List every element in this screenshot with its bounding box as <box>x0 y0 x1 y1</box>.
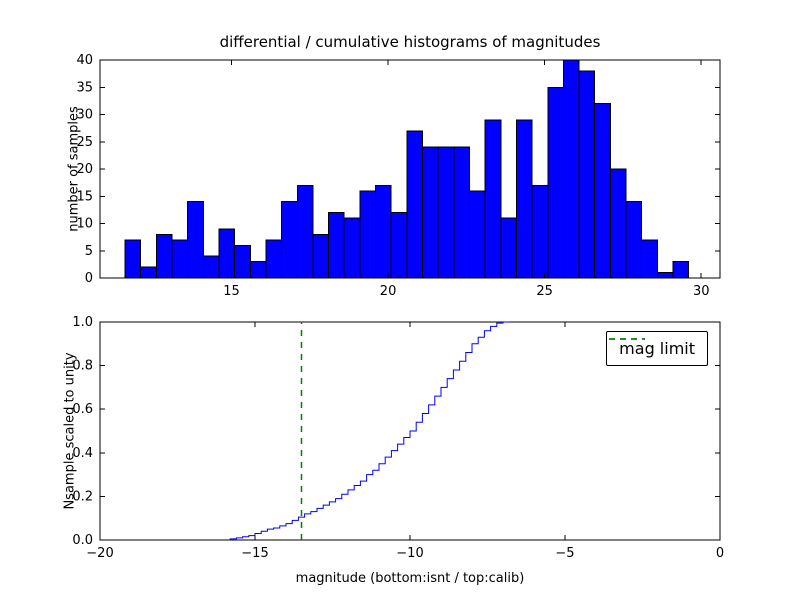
y-tick-label: 10 <box>76 217 93 232</box>
histogram-bar <box>562 59 580 279</box>
x-tick-label: 15 <box>223 284 240 299</box>
histogram-bar <box>343 217 361 279</box>
histogram-bar <box>531 184 549 279</box>
histogram-bar <box>328 212 345 279</box>
y-tick-label: 0 <box>85 271 93 286</box>
histogram-bar <box>124 239 142 279</box>
histogram-bar <box>312 233 330 279</box>
histogram-bar <box>437 146 455 279</box>
x-tick-label: 0 <box>716 546 724 561</box>
y-tick-label: 0.0 <box>72 533 93 548</box>
histogram-bar <box>202 255 220 279</box>
histogram-bar <box>500 217 517 279</box>
histogram-bar <box>281 201 298 279</box>
axes-spine <box>99 59 721 279</box>
histogram-bar <box>187 201 204 279</box>
x-tick-label: −15 <box>241 546 268 561</box>
y-tick-label: 0.6 <box>72 402 93 417</box>
histogram-bar <box>249 261 267 279</box>
histogram-bar <box>453 146 470 279</box>
y-tick-label: 20 <box>76 162 93 177</box>
histogram-bar <box>656 272 674 279</box>
y-tick-label: 15 <box>76 189 93 204</box>
legend: mag limit <box>606 331 708 366</box>
bottom-y-axis-label: Nsample scaled to unity <box>62 352 78 510</box>
histogram-bar <box>625 201 643 279</box>
x-tick-label: −20 <box>86 546 113 561</box>
histogram-bar <box>234 244 251 279</box>
histogram-bar <box>609 168 627 279</box>
histogram-bar <box>359 190 377 279</box>
bottom-x-axis-label: magnitude (bottom:isnt / top:calib) <box>295 571 525 586</box>
y-tick-label: 0.8 <box>72 359 93 374</box>
x-tick-label: −10 <box>396 546 423 561</box>
top-y-axis-label: number of samples <box>66 106 82 232</box>
x-tick-label: 30 <box>693 284 710 299</box>
histogram-bar <box>155 233 173 279</box>
histogram-bar <box>296 184 314 279</box>
cumulative-step-line <box>229 321 510 540</box>
x-tick-label: 25 <box>536 284 553 299</box>
histogram-bar <box>265 239 283 279</box>
histogram-bar <box>375 184 392 279</box>
histogram-bar <box>218 228 236 279</box>
y-tick-label: 0.2 <box>72 489 93 504</box>
y-tick-label: 40 <box>76 53 93 68</box>
y-tick-label: 25 <box>76 135 93 150</box>
x-tick-label: −5 <box>555 546 574 561</box>
axes-spine <box>99 321 721 541</box>
y-tick-label: 35 <box>76 80 93 95</box>
histogram-bar <box>484 119 502 279</box>
chart-title: differential / cumulative histograms of … <box>219 33 601 51</box>
histogram-bar <box>672 261 690 279</box>
x-tick-label: 20 <box>380 284 397 299</box>
y-tick-label: 0.4 <box>72 446 93 461</box>
legend-label: mag limit <box>619 339 695 358</box>
histogram-bar <box>390 212 408 279</box>
histogram-bar <box>468 190 486 279</box>
legend-dashed-line-icon <box>609 338 646 340</box>
y-tick-label: 30 <box>76 108 93 123</box>
histogram-bar <box>515 119 533 279</box>
y-tick-label: 5 <box>85 244 93 259</box>
histogram-bar <box>140 266 157 279</box>
histogram-bar <box>594 103 611 279</box>
histogram-bar <box>641 239 658 279</box>
histogram-bar <box>406 130 424 279</box>
histogram-bar <box>547 86 564 279</box>
histogram-bar <box>422 146 439 279</box>
histogram-bar <box>171 239 189 279</box>
histogram-bar <box>578 70 596 279</box>
y-tick-label: 1.0 <box>72 315 93 330</box>
